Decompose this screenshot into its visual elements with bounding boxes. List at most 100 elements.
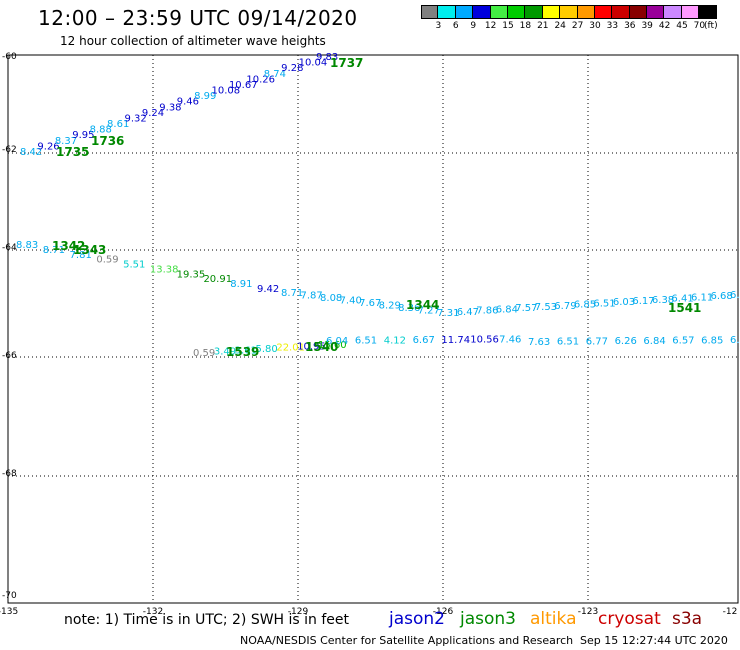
swh-value: 9.95 — [72, 130, 94, 141]
orbit-time-label: 1541 — [668, 301, 701, 315]
colorbar-swatch — [681, 5, 700, 19]
swh-value: 8.61 — [107, 119, 129, 130]
swh-value: 10.95 — [297, 341, 326, 352]
colorbar-label: 9 — [470, 21, 477, 31]
map-frame — [7, 54, 739, 604]
colorbar-label: 42 — [658, 21, 671, 31]
swh-value: 8.37 — [55, 136, 77, 147]
swh-value: 6.85 — [574, 300, 596, 311]
colorbar-label: (ft) — [704, 21, 718, 31]
orbit-time-label: 1342 — [52, 239, 85, 253]
colorbar-swatch — [647, 5, 665, 19]
timestamp: Sep 15 12:27:44 UTC 2020 — [580, 634, 728, 647]
swh-value: 9.83 — [316, 52, 338, 63]
colorbar-label: 24 — [554, 21, 566, 31]
colorbar-swatch — [577, 5, 595, 19]
colorbar-label: 21 — [537, 21, 549, 31]
orbit-time-label: 1344 — [406, 298, 439, 312]
swh-value: 7.57 — [515, 303, 537, 314]
swh-value: 7.63 — [528, 337, 550, 348]
satellite-legend-jason2: jason2 — [389, 609, 445, 629]
page-title: 12:00 – 23:59 UTC 09/14/2020 — [38, 6, 358, 30]
lon-tick-label: -129 — [288, 607, 309, 617]
swh-value: 8.71 — [43, 245, 65, 256]
lat-tick-label: -66 — [2, 351, 17, 361]
swh-value: 5.51 — [123, 260, 145, 271]
colorbar-swatch — [664, 5, 682, 19]
swh-value: 10.04 — [299, 58, 328, 69]
swh-value: 8.99 — [194, 91, 216, 102]
swh-value: 4.12 — [384, 335, 406, 346]
swh-value: 8.08 — [320, 293, 342, 304]
swh-value: 7.31 — [437, 308, 459, 319]
swh-value: 8.91 — [230, 279, 252, 290]
orbit-time-label: 1735 — [56, 145, 89, 159]
swh-value: 9.46 — [177, 97, 199, 108]
colorbar-label: 70 — [693, 21, 706, 31]
swh-value: 7.27 — [418, 306, 440, 317]
colorbar-label: 30 — [589, 21, 601, 31]
swh-value: 7.86 — [476, 306, 498, 317]
credit-text: NOAA/NESDIS Center for Satellite Applica… — [240, 634, 574, 647]
colorbar-swatch — [699, 5, 717, 19]
colorbar-label: 3 — [435, 21, 442, 31]
swh-value: 22.01 — [276, 343, 305, 354]
swh-value: 9.32 — [124, 113, 146, 124]
colorbar-swatch — [507, 5, 526, 19]
swh-value: 3.61 — [235, 345, 257, 356]
swh-value: 8.74 — [264, 69, 286, 80]
swh-value: 11.74 — [441, 335, 470, 346]
orbit-time-label: 1737 — [330, 56, 363, 70]
lat-tick-label: -60 — [2, 52, 17, 62]
colorbar-swatch — [542, 5, 561, 19]
satellite-legend-jason3: jason3 — [460, 609, 516, 629]
swh-value: 5.80 — [256, 344, 278, 355]
swh-value: 8.88 — [90, 125, 112, 136]
colorbar-swatch — [421, 5, 439, 19]
swh-value: 6.85 — [701, 335, 723, 346]
colorbar-label: 15 — [502, 21, 514, 31]
colorbar-label: 18 — [519, 21, 532, 31]
lon-tick-label: -123 — [578, 607, 598, 617]
swh-value: 9.42 — [257, 284, 279, 295]
colorbar — [421, 5, 717, 19]
swh-value: 6.47 — [457, 307, 479, 318]
lon-tick-label: -132 — [143, 607, 163, 617]
colorbar-label: 12 — [484, 21, 497, 31]
lat-tick-label: -62 — [2, 145, 17, 155]
swh-value: 7.40 — [340, 296, 362, 307]
colorbar-label: 27 — [571, 21, 584, 31]
swh-value: 7.67 — [359, 298, 381, 309]
orbit-time-label: 1343 — [73, 243, 106, 257]
swh-value: 9.38 — [159, 102, 181, 113]
swh-value: 6.03 — [613, 297, 635, 308]
colorbar-swatch — [612, 5, 630, 19]
swh-value: 6.84 — [496, 304, 518, 315]
swh-value: 7.87 — [301, 291, 323, 302]
colorbar-label: 36 — [624, 21, 636, 31]
swh-value: 8.36 — [398, 303, 420, 314]
swh-value: 8.29 — [379, 301, 401, 312]
colorbar-swatch — [438, 5, 456, 19]
satellite-legend-cryosat: cryosat — [598, 609, 661, 629]
swh-value: 6.17 — [632, 296, 654, 307]
colorbar-swatch — [490, 5, 508, 19]
swh-value: 6.11 — [691, 292, 713, 303]
orbit-time-label: 1736 — [91, 134, 124, 148]
swh-value: 7.81 — [70, 250, 92, 261]
colorbar-labels: 3 6 9 12 15 18 21 24 27 30 33 36 39 42 45 70 (ft) — [421, 21, 740, 33]
swh-value: 6.79 — [554, 301, 576, 312]
swh-value: 6.26 — [615, 336, 637, 347]
swh-value: 6.51 — [355, 336, 377, 347]
lat-tick-label: -64 — [2, 243, 17, 253]
swh-value: 9.28 — [281, 63, 303, 74]
orbit-time-label: 1539 — [226, 345, 259, 359]
colorbar-swatch — [455, 5, 474, 19]
swh-value: 10.26 — [246, 74, 275, 85]
swh-value: 6.77 — [586, 336, 608, 347]
page-subtitle: 12 hour collection of altimeter wave hei… — [60, 34, 326, 48]
swh-value: 13.38 — [150, 264, 179, 275]
swh-value: 19.35 — [177, 269, 206, 280]
swh-value: 7.53 — [535, 302, 557, 313]
satellite-legend-altika: altika — [530, 609, 577, 629]
